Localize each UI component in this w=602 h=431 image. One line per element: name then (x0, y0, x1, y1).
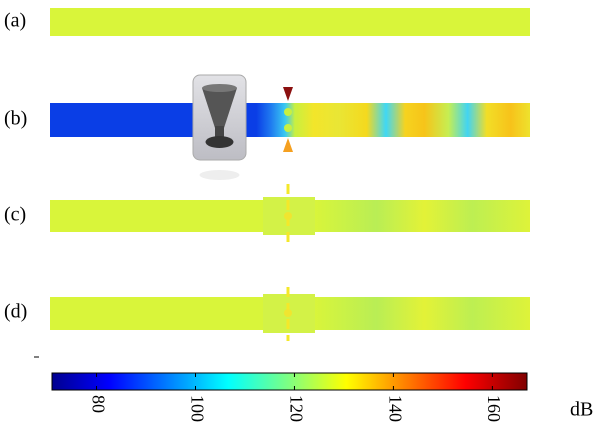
gadget-icon (192, 74, 247, 180)
colorbar-unit: dB (570, 399, 593, 421)
panel-label: (d) (4, 301, 27, 323)
tick-label: 140 (385, 395, 405, 422)
panel-label: (c) (4, 204, 26, 226)
colorbar (51, 372, 528, 391)
probe (284, 108, 292, 116)
tick-label: 100 (187, 395, 207, 422)
panel-label: (a) (4, 10, 26, 32)
field-bar (50, 8, 530, 36)
panel-label: (b) (4, 108, 27, 130)
probe (284, 124, 292, 132)
tick-label: 160 (484, 395, 504, 422)
probe (284, 309, 292, 317)
probe (284, 212, 292, 220)
tick-label: 120 (286, 395, 306, 422)
marker (283, 138, 293, 152)
field-bar (50, 103, 530, 137)
marker (283, 87, 293, 101)
tick-label: 80 (88, 395, 108, 413)
